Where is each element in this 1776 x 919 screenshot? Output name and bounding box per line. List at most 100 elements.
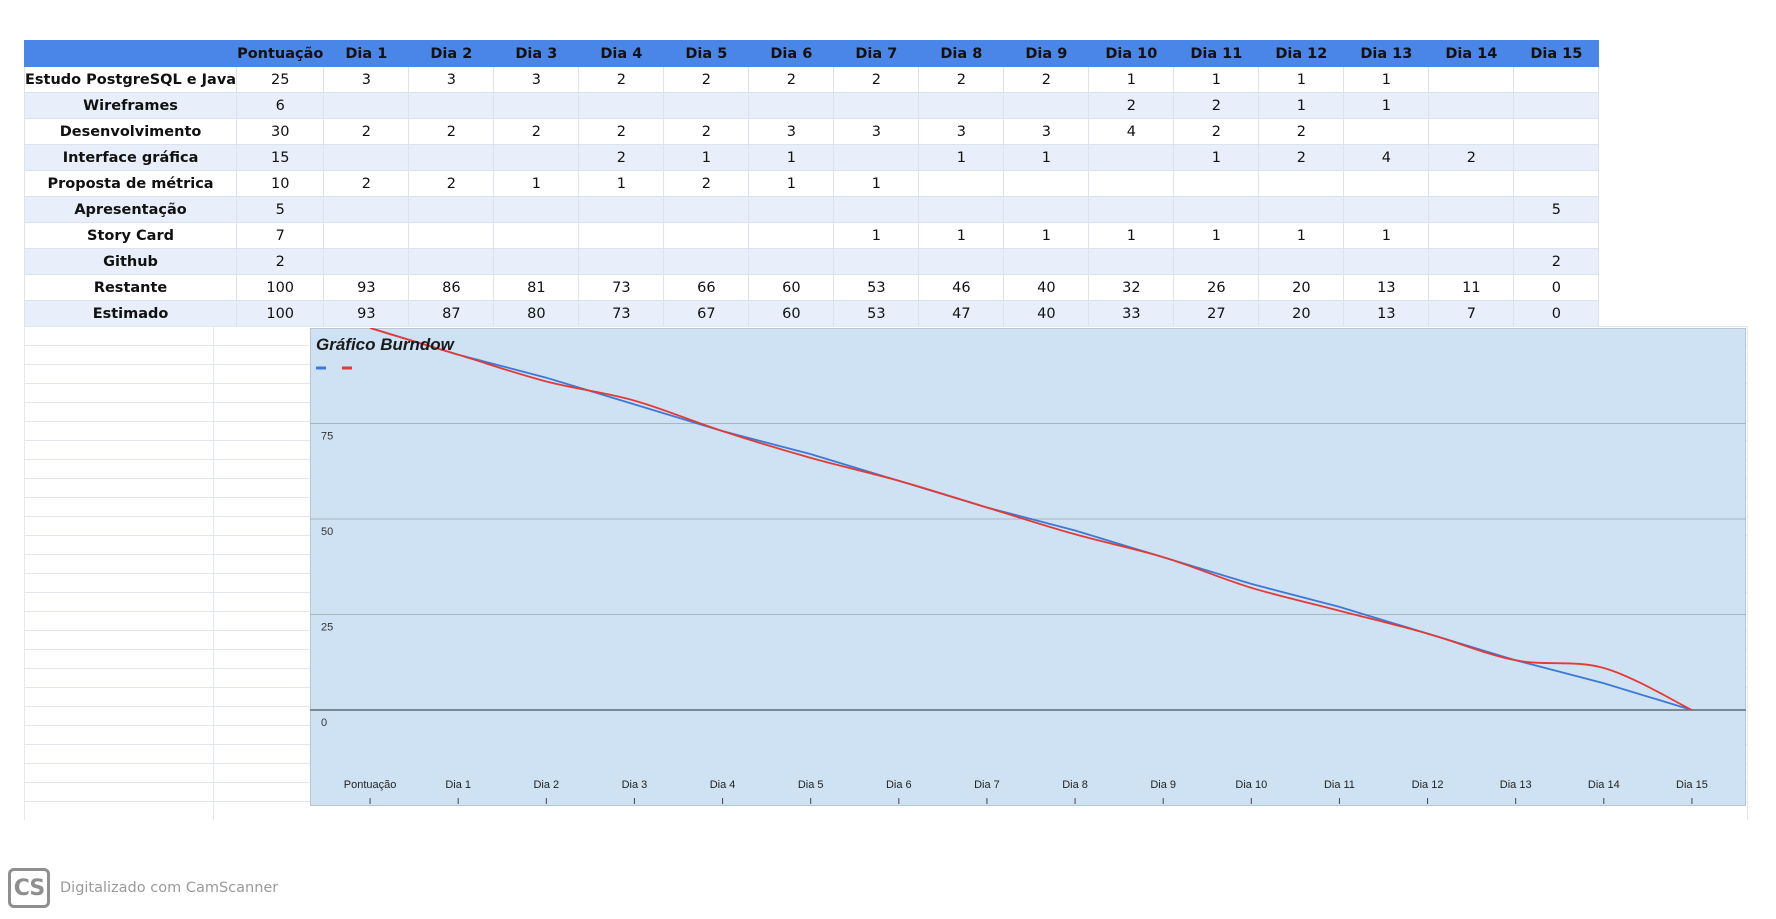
column-header[interactable]: Dia 5 — [663, 40, 750, 67]
table-cell[interactable]: 1 — [918, 144, 1005, 171]
table-cell[interactable] — [493, 248, 580, 275]
table-cell[interactable] — [1258, 248, 1345, 275]
table-cell[interactable]: 3 — [918, 118, 1005, 145]
table-cell[interactable] — [748, 196, 835, 223]
column-header[interactable]: Dia 12 — [1258, 40, 1345, 67]
table-cell[interactable]: 67 — [663, 300, 750, 327]
table-cell[interactable] — [323, 144, 410, 171]
table-cell[interactable] — [408, 222, 495, 249]
table-cell[interactable]: 0 — [1513, 274, 1600, 301]
table-cell[interactable]: 53 — [833, 274, 920, 301]
table-cell[interactable]: 2 — [578, 144, 665, 171]
table-cell[interactable] — [323, 248, 410, 275]
table-cell[interactable]: 10 — [236, 170, 325, 197]
header-corner[interactable] — [23, 40, 238, 67]
table-cell[interactable]: 1 — [1258, 66, 1345, 93]
table-cell[interactable] — [408, 196, 495, 223]
table-cell[interactable]: 3 — [493, 66, 580, 93]
table-cell[interactable]: 2 — [663, 170, 750, 197]
table-cell[interactable] — [578, 92, 665, 119]
table-cell[interactable]: 3 — [408, 66, 495, 93]
table-cell[interactable]: 2 — [408, 118, 495, 145]
table-cell[interactable]: 4 — [1343, 144, 1430, 171]
table-cell[interactable]: 60 — [748, 300, 835, 327]
column-header[interactable]: Dia 7 — [833, 40, 920, 67]
table-cell[interactable] — [493, 144, 580, 171]
table-cell[interactable]: 5 — [236, 196, 325, 223]
table-cell[interactable] — [1513, 118, 1600, 145]
table-cell[interactable]: 2 — [323, 170, 410, 197]
row-label[interactable]: Estudo PostgreSQL e Java — [23, 66, 238, 93]
table-cell[interactable] — [408, 144, 495, 171]
table-cell[interactable]: 13 — [1343, 300, 1430, 327]
table-cell[interactable] — [748, 92, 835, 119]
table-cell[interactable] — [918, 196, 1005, 223]
table-cell[interactable]: 3 — [833, 118, 920, 145]
table-cell[interactable]: 1 — [493, 170, 580, 197]
table-cell[interactable]: 2 — [918, 66, 1005, 93]
table-cell[interactable]: 3 — [323, 66, 410, 93]
table-cell[interactable] — [408, 92, 495, 119]
table-cell[interactable]: 2 — [833, 66, 920, 93]
table-cell[interactable]: 40 — [1003, 300, 1090, 327]
table-cell[interactable] — [1428, 66, 1515, 93]
table-cell[interactable]: 6 — [236, 92, 325, 119]
table-cell[interactable]: 2 — [1003, 66, 1090, 93]
table-cell[interactable]: 2 — [748, 66, 835, 93]
table-cell[interactable] — [1088, 170, 1175, 197]
table-cell[interactable] — [663, 248, 750, 275]
table-cell[interactable]: 1 — [1343, 222, 1430, 249]
table-cell[interactable] — [1088, 144, 1175, 171]
row-label[interactable]: Github — [23, 248, 238, 275]
table-cell[interactable]: 30 — [236, 118, 325, 145]
table-cell[interactable] — [1428, 170, 1515, 197]
table-cell[interactable]: 1 — [1173, 66, 1260, 93]
table-cell[interactable]: 1 — [1088, 66, 1175, 93]
table-cell[interactable] — [1088, 248, 1175, 275]
table-cell[interactable] — [1513, 66, 1600, 93]
table-cell[interactable] — [1428, 222, 1515, 249]
table-cell[interactable]: 46 — [918, 274, 1005, 301]
table-cell[interactable] — [323, 196, 410, 223]
table-cell[interactable]: 1 — [748, 144, 835, 171]
column-header[interactable]: Dia 8 — [918, 40, 1005, 67]
table-cell[interactable]: 32 — [1088, 274, 1175, 301]
table-cell[interactable]: 100 — [236, 300, 325, 327]
table-cell[interactable] — [1343, 170, 1430, 197]
row-label[interactable]: Wireframes — [23, 92, 238, 119]
table-cell[interactable]: 2 — [1513, 248, 1600, 275]
table-cell[interactable]: 1 — [833, 222, 920, 249]
table-cell[interactable] — [1513, 222, 1600, 249]
table-cell[interactable]: 73 — [578, 274, 665, 301]
table-cell[interactable]: 2 — [663, 66, 750, 93]
column-header[interactable]: Dia 15 — [1513, 40, 1600, 67]
table-cell[interactable] — [1428, 248, 1515, 275]
table-cell[interactable] — [833, 248, 920, 275]
table-cell[interactable] — [493, 196, 580, 223]
table-cell[interactable] — [323, 92, 410, 119]
table-cell[interactable]: 2 — [1173, 118, 1260, 145]
table-cell[interactable] — [408, 248, 495, 275]
table-cell[interactable] — [1088, 196, 1175, 223]
table-cell[interactable]: 1 — [1173, 144, 1260, 171]
row-label[interactable]: Restante — [23, 274, 238, 301]
column-header[interactable]: Dia 10 — [1088, 40, 1175, 67]
table-cell[interactable] — [1003, 196, 1090, 223]
table-cell[interactable]: 73 — [578, 300, 665, 327]
table-cell[interactable]: 2 — [493, 118, 580, 145]
table-cell[interactable]: 2 — [1258, 118, 1345, 145]
row-label[interactable]: Apresentação — [23, 196, 238, 223]
table-cell[interactable]: 40 — [1003, 274, 1090, 301]
table-cell[interactable]: 15 — [236, 144, 325, 171]
table-cell[interactable] — [1513, 92, 1600, 119]
table-cell[interactable]: 11 — [1428, 274, 1515, 301]
table-cell[interactable] — [578, 248, 665, 275]
column-header[interactable]: Dia 6 — [748, 40, 835, 67]
table-cell[interactable] — [1173, 170, 1260, 197]
table-cell[interactable] — [1003, 248, 1090, 275]
table-cell[interactable] — [1173, 196, 1260, 223]
table-cell[interactable]: 2 — [236, 248, 325, 275]
table-cell[interactable]: 86 — [408, 274, 495, 301]
table-cell[interactable]: 3 — [1003, 118, 1090, 145]
table-cell[interactable]: 60 — [748, 274, 835, 301]
